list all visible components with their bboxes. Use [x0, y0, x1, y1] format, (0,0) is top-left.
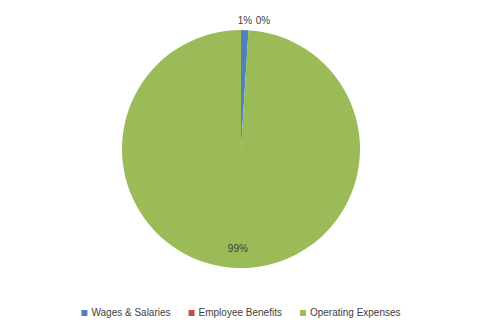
- pie-slice: [122, 30, 360, 268]
- legend-item: Wages & Salaries: [81, 307, 170, 318]
- legend-label: Employee Benefits: [199, 307, 282, 318]
- data-label: 0%: [256, 15, 271, 26]
- legend-swatch: [81, 310, 87, 316]
- legend-item: Employee Benefits: [189, 307, 282, 318]
- legend-label: Wages & Salaries: [91, 307, 170, 318]
- pie: 1%0% 99%: [122, 15, 360, 268]
- legend: Wages & Salaries Employee Benefits Operati…: [81, 307, 400, 318]
- chart: 1%0% 99% Wages & Salaries Employee Benefits…: [0, 0, 482, 335]
- legend-label: Operating Expenses: [310, 307, 401, 318]
- data-label: 1%: [238, 15, 253, 26]
- legend-swatch: [300, 310, 306, 316]
- data-label: 99%: [228, 243, 248, 254]
- legend-item: Operating Expenses: [300, 307, 401, 318]
- legend-swatch: [189, 310, 195, 316]
